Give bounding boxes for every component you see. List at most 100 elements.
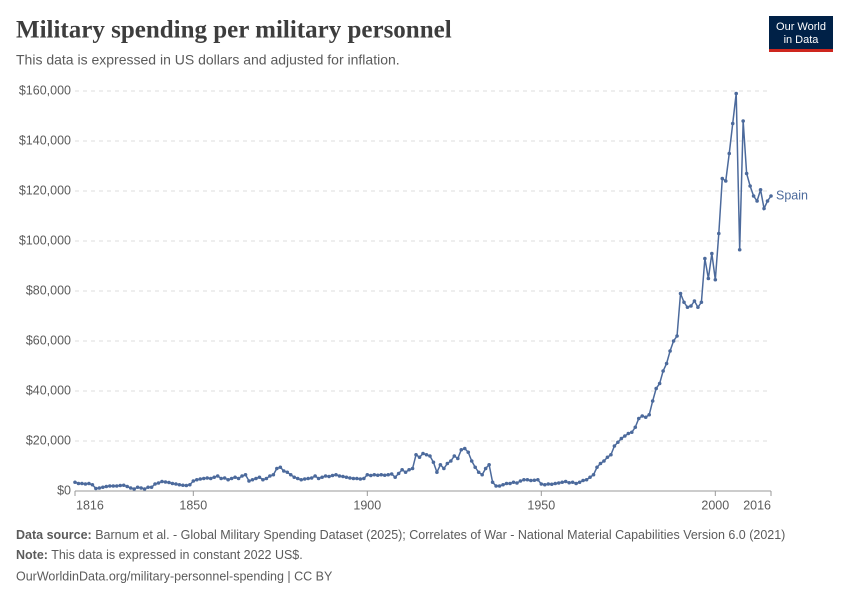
data-point [765, 199, 770, 203]
y-tick-label: $20,000 [26, 433, 71, 447]
data-point [487, 462, 491, 467]
data-point [741, 119, 745, 123]
data-point [630, 430, 634, 435]
data-point [268, 474, 272, 478]
data-point [424, 452, 429, 457]
data-point [755, 199, 759, 203]
y-tick-label: $0 [57, 483, 71, 497]
y-tick-label: $140,000 [19, 133, 71, 147]
data-point [699, 300, 704, 305]
data-point [306, 476, 310, 481]
data-point [139, 486, 143, 490]
data-point [581, 478, 585, 483]
data-point [344, 475, 349, 480]
logo-box[interactable] [769, 16, 833, 52]
data-point [483, 466, 488, 471]
data-point [497, 484, 502, 488]
data-point [456, 456, 460, 461]
data-point [567, 480, 571, 485]
data-point [671, 339, 676, 343]
data-point [462, 446, 467, 451]
data-point [288, 472, 293, 477]
data-point [393, 475, 397, 480]
data-point [369, 473, 373, 478]
note-label: Note: [16, 548, 48, 562]
y-tick-label: $40,000 [26, 383, 71, 397]
data-point [703, 256, 707, 261]
data-point [661, 369, 665, 373]
data-point [83, 482, 88, 486]
data-point [330, 473, 335, 478]
data-point [254, 476, 258, 481]
data-point [302, 477, 307, 481]
data-point [348, 476, 352, 480]
data-point [177, 482, 182, 487]
data-point [476, 470, 481, 475]
data-point [501, 482, 505, 487]
data-point [219, 476, 223, 481]
data-point [751, 194, 756, 198]
data-point [320, 475, 324, 480]
chart-subtitle: This data is expressed in US dollars and… [16, 52, 400, 68]
data-point [664, 361, 669, 366]
data-point [236, 476, 241, 481]
data-point [518, 479, 523, 483]
data-point [212, 475, 216, 480]
data-point [181, 483, 185, 488]
data-point [588, 475, 592, 480]
data-point [341, 474, 345, 479]
data-point [351, 476, 356, 481]
data-point [553, 481, 558, 486]
data-point [101, 485, 105, 490]
data-point [595, 465, 599, 470]
x-tick-label: 2016 [743, 498, 771, 512]
data-point [685, 305, 690, 310]
y-tick-label: $160,000 [19, 83, 71, 97]
data-point [125, 484, 129, 489]
url[interactable]: OurWorldinData.org/military-personnel-sp… [16, 569, 333, 583]
data-point [717, 231, 721, 236]
data-point [111, 484, 116, 488]
data-point [577, 480, 582, 485]
data-point [417, 455, 422, 460]
data-point [647, 412, 651, 417]
data-point [598, 461, 603, 466]
data-point [675, 334, 679, 338]
data-point [355, 476, 359, 481]
data-point [389, 472, 394, 476]
data-point [337, 474, 342, 478]
data-point [508, 481, 512, 486]
data-point [762, 206, 766, 211]
data-point [723, 179, 728, 183]
note: Note: This data is expressed in constant… [16, 548, 303, 562]
data-point [532, 478, 537, 483]
data-point [76, 481, 81, 486]
data-point [473, 465, 478, 470]
data-point [156, 481, 161, 485]
data-point [167, 480, 171, 485]
y-tick-label: $60,000 [26, 333, 71, 347]
logo-text: in Data [784, 34, 820, 46]
data-point [229, 476, 234, 481]
data-point [494, 484, 498, 488]
data-point [654, 386, 658, 391]
data-point [403, 470, 408, 475]
data-point [104, 484, 109, 489]
data-point [633, 425, 638, 430]
x-tick-label: 1900 [353, 498, 381, 512]
data-point [605, 455, 610, 460]
x-tick-label: 1816 [76, 498, 104, 512]
data-point [295, 476, 300, 481]
data-point [149, 485, 154, 490]
data-point [511, 480, 516, 485]
data-point [362, 476, 366, 481]
data-point [118, 483, 123, 488]
data-point [643, 415, 648, 420]
data-point [769, 194, 773, 198]
data-point [546, 482, 551, 486]
y-tick-label: $100,000 [19, 233, 71, 247]
data-point [142, 487, 147, 491]
data-point [515, 481, 519, 485]
chart-title: Military spending per military personnel [16, 17, 452, 44]
